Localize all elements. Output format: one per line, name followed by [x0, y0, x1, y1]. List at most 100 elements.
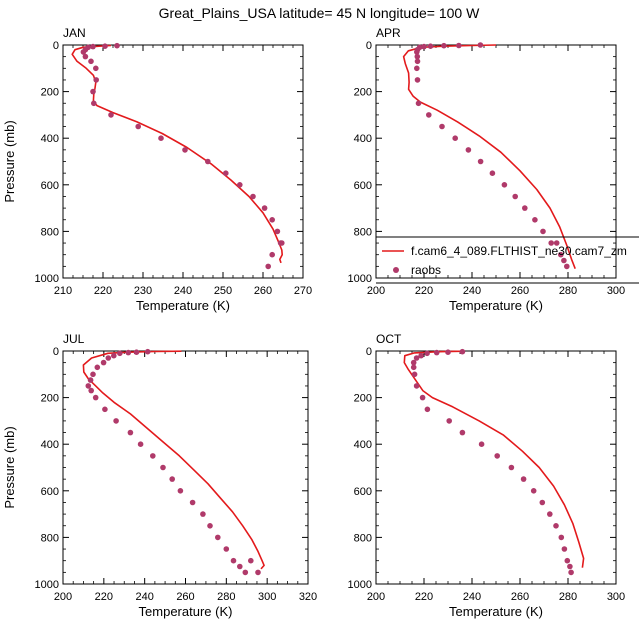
jan-obs-point: [80, 49, 87, 55]
apr-obs-point: [548, 240, 554, 246]
jul-obs-point: [94, 364, 101, 371]
apr-plot-area: 200 220 240 260 280 300 0 200 400 600 800 1000 Tempe…: [348, 40, 626, 313]
oct-ytick-label: 600: [354, 486, 372, 498]
panel-label-jan: JAN: [63, 26, 86, 40]
jul-model-line: [82, 350, 265, 570]
jan-obs-point: [269, 251, 276, 258]
apr-obs-point: [522, 205, 528, 211]
jul-obs-point: [102, 406, 108, 413]
apr-xtick-label: 200: [367, 285, 385, 297]
jan-obs-point: [205, 158, 211, 165]
apr-obs-point: [414, 49, 420, 55]
jul-obs-point: [169, 476, 175, 482]
legend-obs-marker: [393, 267, 399, 273]
jul-obs-point: [105, 355, 112, 361]
jan-ytick-label: 0: [53, 40, 59, 52]
jul-obs-point: [237, 563, 243, 570]
oct-obs-point: [564, 557, 571, 564]
apr-ytick-label: 400: [354, 133, 372, 145]
oct-obs-point: [568, 569, 574, 576]
jan-obs-point: [114, 42, 120, 49]
oct-xtick-label: 240: [463, 591, 481, 603]
jan-obs-point: [158, 135, 164, 141]
apr-obs-point: [477, 158, 484, 165]
jan-xtick-label: 220: [94, 285, 112, 297]
jan-obs-point: [223, 170, 229, 176]
jul-ytick-label: 1000: [35, 579, 59, 591]
apr-xtick-label: 260: [511, 285, 529, 297]
jul-ytick-label: 600: [41, 486, 59, 498]
jan-obs-point: [90, 43, 96, 50]
jul-obs-point: [127, 429, 134, 436]
jul-obs-point: [242, 569, 249, 576]
apr-obs-point: [421, 43, 427, 50]
jul-obs-point: [113, 418, 119, 424]
apr-obs-point: [501, 182, 508, 188]
oct-plot-frame: [375, 350, 617, 585]
oct-obs-point: [413, 355, 420, 361]
oct-obs-point: [419, 394, 426, 401]
jul-plot-frame: [62, 350, 309, 585]
oct-obs-point: [508, 464, 515, 471]
apr-obs-point: [553, 240, 560, 246]
oct-obs-point: [561, 546, 568, 552]
oct-ytick-label: 400: [354, 439, 372, 451]
jan-obs-point: [269, 217, 276, 223]
oct-obs-point: [418, 352, 424, 359]
jan-obs-point: [88, 58, 94, 65]
oct-ytick-label: 1000: [348, 579, 372, 591]
apr-ytick-label: 600: [354, 180, 372, 192]
oct-xtick-label: 260: [511, 591, 529, 603]
apr-x-axis-label: Temperature (K): [449, 298, 543, 313]
oct-obs-point: [410, 359, 417, 366]
jan-ytick-label: 400: [41, 133, 59, 145]
jul-xtick-label: 300: [258, 591, 276, 603]
oct-obs-point: [539, 499, 546, 506]
jan-obs-point: [108, 112, 114, 118]
jan-obs-point: [102, 43, 108, 49]
oct-xtick-label: 300: [607, 591, 625, 603]
oct-obs-point: [410, 364, 417, 371]
jul-obs-point: [137, 441, 144, 448]
panel-label-oct: OCT: [376, 332, 402, 346]
jul-obs-point: [92, 394, 99, 401]
oct-xtick-label: 220: [415, 591, 433, 603]
jan-ytick-label: 800: [41, 226, 59, 238]
jul-obs-point: [111, 352, 117, 359]
jul-obs-point: [160, 464, 166, 471]
panel-oct: OCT 200 220 240 260 280 300 0 200 400 600 800 1000 T…: [348, 332, 626, 619]
apr-obs-point: [441, 42, 447, 49]
figure-title: Great_Plains_USA latitude= 45 N longitud…: [159, 5, 480, 21]
apr-xtick-label: 300: [607, 285, 625, 297]
jan-xtick-label: 270: [294, 285, 312, 297]
panel-jan: JAN 210 220 230 240 250 260 270 0 200 400 600 800 10…: [2, 26, 312, 313]
jan-xtick-label: 240: [174, 285, 192, 297]
apr-ytick-label: 1000: [348, 273, 372, 285]
jul-xtick-label: 200: [54, 591, 72, 603]
jul-obs-point: [150, 453, 156, 459]
jul-obs-point: [189, 499, 196, 506]
jan-obs-point: [182, 147, 188, 153]
jul-obs-point: [85, 383, 92, 389]
apr-xtick-label: 240: [463, 285, 481, 297]
apr-ytick-label: 0: [366, 40, 372, 52]
apr-obs-point: [439, 123, 445, 130]
jan-obs-point: [82, 53, 89, 60]
jul-obs-point: [207, 523, 213, 529]
jan-obs-point: [90, 88, 96, 95]
jul-xtick-label: 320: [299, 591, 317, 603]
jul-obs-point: [125, 349, 132, 356]
apr-ytick-label: 800: [354, 226, 372, 238]
jan-obs-point: [279, 240, 285, 246]
panel-jul: JUL 200 220 240 260 280 300 320 0 200 400 600 800 10…: [2, 332, 317, 619]
apr-obs-point: [512, 193, 518, 200]
jul-obs-point: [87, 377, 94, 383]
oct-obs-point: [494, 453, 501, 459]
jan-xtick-label: 210: [54, 285, 72, 297]
jul-ytick-label: 400: [41, 439, 59, 451]
oct-plot-area: 200 220 240 260 280 300 0 200 400 600 800 1000 Tempe…: [348, 346, 626, 619]
jul-obs-point: [144, 348, 151, 355]
jul-obs-point: [117, 350, 123, 357]
jan-xtick-label: 260: [254, 285, 272, 297]
oct-obs-point: [558, 534, 565, 541]
